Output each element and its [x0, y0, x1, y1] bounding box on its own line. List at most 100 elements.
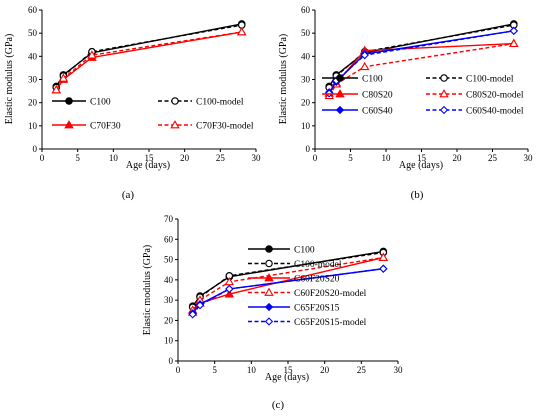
data-point-c60f20s20-model: [224, 276, 235, 286]
series-line-c70f30-model: [55, 31, 242, 91]
data-point-c70f30-model: [87, 50, 97, 59]
legend-marker-c60f20s20-model: [264, 287, 274, 296]
data-point-c70f30-model: [51, 85, 62, 94]
y-axis-title: Elastic modulus (GPa): [4, 34, 15, 125]
y-tick-label: 60: [164, 234, 174, 244]
y-tick-label: 10: [164, 336, 174, 346]
legend-marker-c65f20s15-model: [264, 317, 274, 326]
panel-caption: (b): [411, 189, 424, 201]
x-tick-label: 20: [180, 153, 190, 163]
x-tick-label: 10: [109, 153, 119, 163]
x-tick-label: 0: [176, 365, 181, 375]
legend-marker-c100-model: [440, 74, 448, 82]
data-point-c65f20s15-model: [379, 264, 388, 273]
data-point-c60s40-model: [509, 26, 518, 36]
y-tick-label: 0: [169, 356, 174, 366]
series-line-c80s20-model: [328, 42, 514, 97]
legend-marker-c70f30-model: [170, 120, 180, 129]
series-line-c100: [55, 23, 242, 87]
series-c70f30-model: [51, 27, 247, 94]
legend-label-c100-model: C100-model: [196, 98, 244, 108]
y-tick-label: 30: [164, 295, 174, 305]
x-tick-label: 10: [382, 153, 392, 163]
x-tick-label: 25: [488, 153, 498, 163]
legend: C100 C100-model C80S20 C80S20-model C60S40 C6…: [322, 74, 524, 117]
panel-a: 0 5 10 15 20 25 30 0 10 20 30 40 50 60 Age (days) Elast…: [4, 5, 261, 201]
legend-label-c100: C100: [294, 246, 315, 256]
y-tick-label: 60: [28, 5, 38, 15]
legend-label-c60f20s20-model: C60F20S20-model: [294, 289, 367, 299]
x-tick-label: 5: [75, 153, 80, 163]
y-tick-label: 20: [301, 98, 311, 108]
legend-label-c100: C100: [90, 98, 111, 108]
x-tick-label: 25: [357, 365, 367, 375]
panel-b: 0 5 10 15 20 25 30 0 10 20 30 40 50 60 Age (days) Elast…: [278, 5, 533, 201]
y-tick-label: 40: [28, 51, 38, 61]
legend-label-c70f30: C70F30: [90, 122, 121, 132]
series-line-c60s40-model: [328, 30, 514, 94]
series-line-c70f30: [55, 31, 242, 91]
legend-label-c65f20s15-model: C65F20S15-model: [294, 318, 367, 328]
legend: C100 C100-model C70F30 C70F30-model: [52, 97, 254, 132]
x-tick-label: 15: [417, 153, 427, 163]
legend-marker-c80s20: [335, 89, 345, 98]
legend-label-c100: C100: [362, 75, 383, 85]
data-point-c60f20s20-model: [378, 252, 389, 261]
y-tick-label: 50: [28, 28, 38, 38]
legend-marker-c60f20s20: [264, 273, 274, 282]
legend-label-c80s20-model: C80S20-model: [466, 91, 524, 101]
data-point-c65f20s15-model: [188, 310, 197, 319]
legend-marker-c80s20-model: [439, 89, 449, 98]
x-tick-label: 20: [320, 365, 330, 375]
x-axis-title: Age (days): [126, 160, 170, 171]
y-tick-label: 30: [301, 75, 311, 85]
data-point-c65f20s15-model: [195, 301, 205, 310]
x-tick-label: 0: [313, 153, 318, 163]
series-line-c80s20: [328, 42, 514, 94]
y-tick-label: 50: [301, 28, 311, 38]
y-tick-label: 40: [164, 275, 174, 285]
legend-marker-c100-model: [265, 259, 273, 268]
x-tick-label: 15: [284, 365, 294, 375]
series-line-c60f20s20-model: [192, 256, 384, 311]
y-tick-label: 30: [28, 75, 38, 85]
y-tick-label: 0: [33, 144, 38, 154]
legend-label-c60s40-model: C60S40-model: [466, 107, 524, 117]
series-c100: [52, 20, 246, 91]
legend: C100 C100-model C60F20S20 C60F20S20-model C6…: [248, 245, 367, 328]
x-tick-label: 10: [247, 365, 257, 375]
legend-marker-c65f20s15: [264, 302, 274, 312]
data-point-c70f30-model: [236, 27, 247, 36]
y-tick-label: 0: [306, 144, 311, 154]
y-tick-label: 10: [301, 121, 311, 131]
x-axis-title: Age (days): [265, 372, 309, 383]
x-tick-label: 20: [453, 153, 463, 163]
panel-c: 0 5 10 15 20 25 30 0 10 20 30 40 50 60 70 Age (days) Ela…: [142, 214, 403, 411]
legend-label-c65f20s15: C65F20S15: [294, 304, 340, 314]
x-tick-label: 0: [40, 153, 45, 163]
data-point-c80s20-model: [509, 38, 519, 47]
y-tick-label: 40: [301, 51, 311, 61]
data-point-c80s20-model: [359, 61, 370, 71]
data-point-c65f20s15-model: [225, 284, 234, 294]
data-point-c70f30-model: [58, 73, 69, 82]
panel-caption: (a): [122, 189, 135, 201]
legend-label-c80s20: C80S20: [362, 91, 393, 101]
legend-marker-c100: [265, 245, 273, 253]
legend-label-c60f20s20: C60F20S20: [294, 275, 340, 285]
legend-marker-c100-model: [171, 97, 179, 105]
legend-label-c60s40: C60S40: [362, 107, 393, 117]
series-line-c65f20s15-model: [192, 268, 384, 315]
y-axis-title: Elastic modulus (GPa): [278, 34, 289, 125]
series-line-c60f20s20: [192, 256, 384, 313]
x-tick-label: 30: [252, 153, 262, 163]
legend-marker-c60s40-model: [439, 105, 449, 115]
x-tick-label: 5: [348, 153, 353, 163]
legend-label-c70f30-model: C70F30-model: [196, 122, 254, 132]
panel-caption: (c): [272, 399, 285, 411]
x-tick-label: 25: [216, 153, 226, 163]
x-axis-title: Age (days): [399, 160, 443, 171]
data-point-c60f20s20: [224, 289, 235, 298]
x-tick-label: 30: [524, 153, 534, 163]
legend-label-c100-model: C100-model: [294, 260, 342, 270]
